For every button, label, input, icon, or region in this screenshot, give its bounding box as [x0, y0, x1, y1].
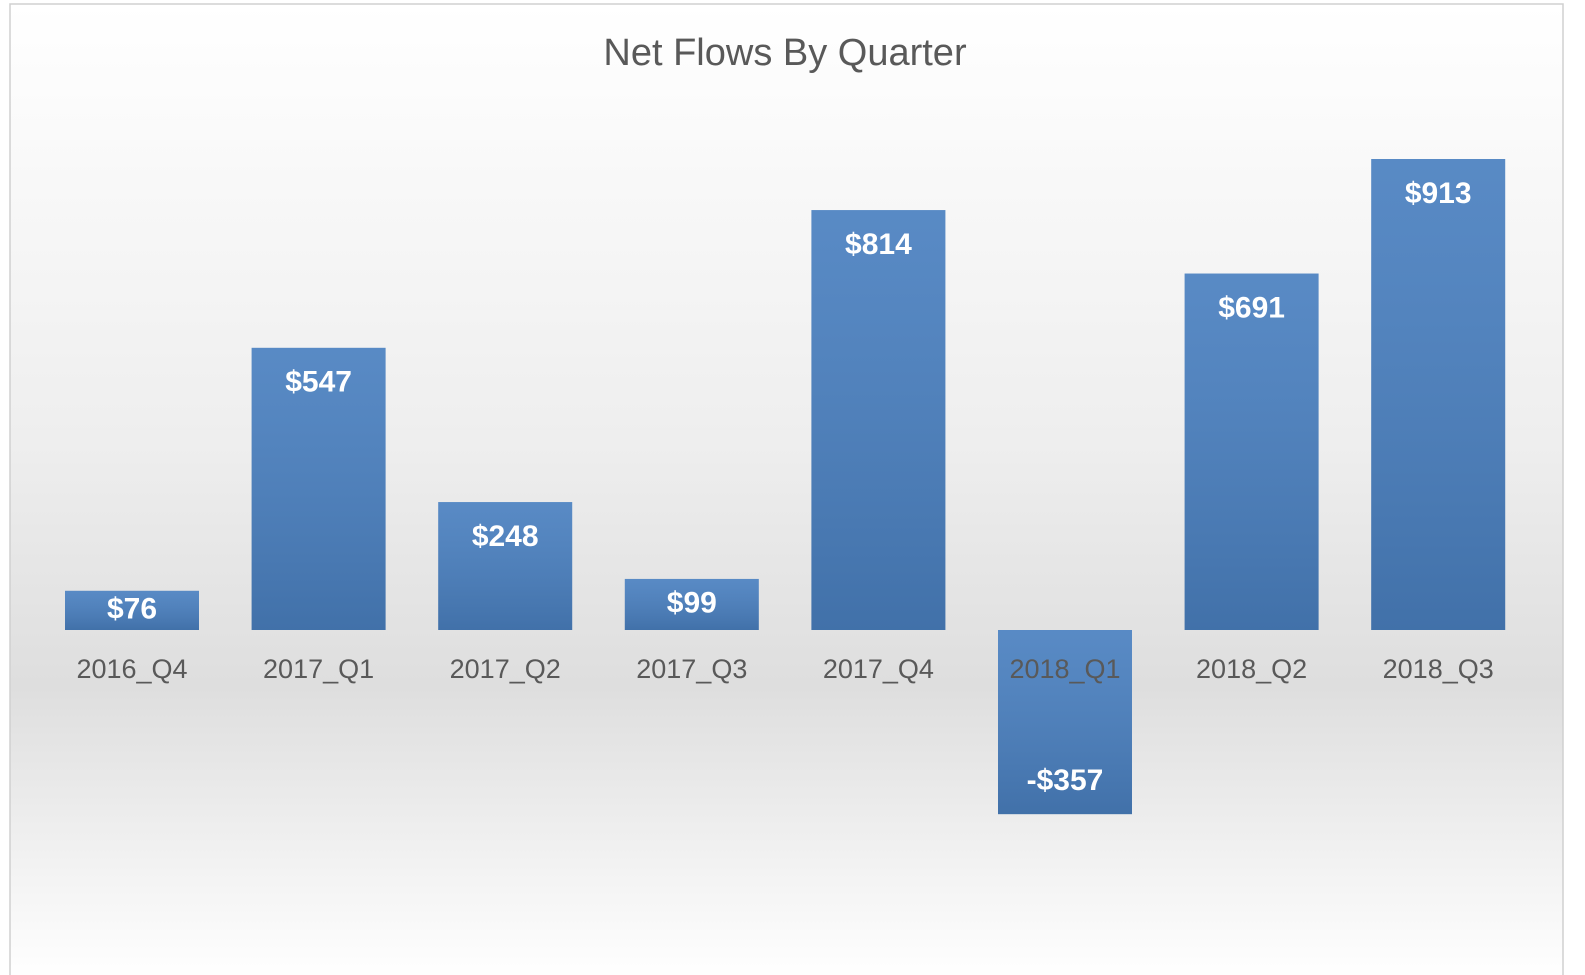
x-tick-label: 2017_Q3	[636, 654, 747, 684]
data-label: $76	[107, 592, 157, 625]
bar-shade	[251, 347, 386, 630]
bar-shade	[65, 590, 199, 630]
x-tick-label: 2018_Q1	[1009, 654, 1120, 684]
data-label: $814	[845, 228, 912, 261]
x-tick-label: 2017_Q2	[450, 654, 561, 684]
bar-shade	[438, 502, 573, 630]
bar-shade	[998, 630, 1132, 815]
data-label: $547	[285, 366, 352, 399]
x-tick-label: 2018_Q2	[1196, 654, 1307, 684]
x-tick-label: 2017_Q4	[823, 654, 934, 684]
data-label: $691	[1218, 291, 1285, 324]
bar-shade	[1184, 273, 1319, 630]
data-label: -$357	[1027, 764, 1104, 797]
x-tick-label: 2016_Q4	[76, 654, 187, 684]
chart-title: Net Flows By Quarter	[603, 32, 967, 74]
bar-shade	[624, 578, 759, 630]
chart-area	[9, 3, 1564, 975]
data-label: $248	[472, 520, 539, 553]
bar-shade	[811, 210, 946, 630]
x-tick-label: 2017_Q1	[263, 654, 374, 684]
data-label: $913	[1405, 177, 1472, 210]
data-label: $99	[667, 586, 717, 619]
bar-shade	[1371, 159, 1506, 630]
x-tick-label: 2018_Q3	[1383, 654, 1494, 684]
